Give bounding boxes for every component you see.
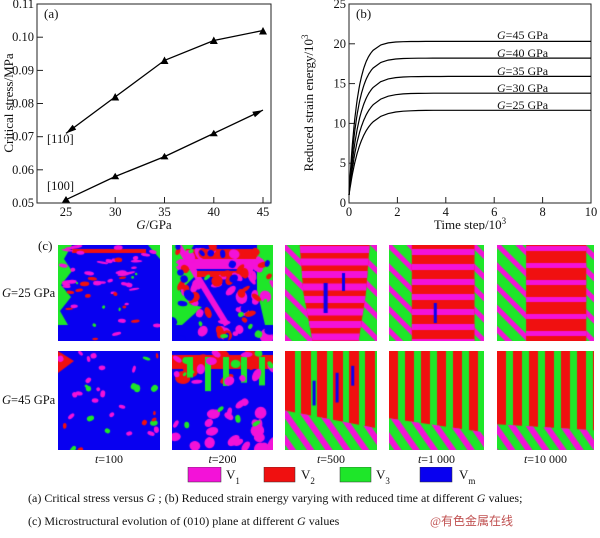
- svg-text:V1: V1: [226, 467, 240, 486]
- svg-text:V3: V3: [376, 467, 390, 486]
- svg-text:V2: V2: [301, 467, 315, 486]
- svg-text:Vm: Vm: [459, 467, 475, 486]
